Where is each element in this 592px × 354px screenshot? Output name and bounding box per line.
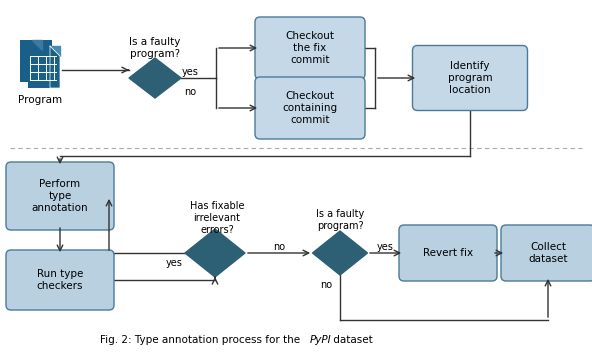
Text: dataset: dataset [330,335,373,345]
Text: no: no [184,87,196,97]
Text: Run type
checkers: Run type checkers [37,269,83,291]
FancyBboxPatch shape [20,40,52,82]
Text: Perform
type
annotation: Perform type annotation [32,179,88,213]
FancyBboxPatch shape [28,46,60,88]
Text: yes: yes [377,242,394,252]
Polygon shape [32,40,42,50]
Polygon shape [50,46,60,56]
Text: PyPI: PyPI [310,335,332,345]
Text: Revert fix: Revert fix [423,248,473,258]
Text: Checkout
containing
commit: Checkout containing commit [282,91,337,125]
FancyBboxPatch shape [6,250,114,310]
Text: no: no [273,242,285,252]
Text: Fig. 2: Type annotation process for the: Fig. 2: Type annotation process for the [100,335,303,345]
Text: Program: Program [18,95,62,105]
FancyBboxPatch shape [6,162,114,230]
Polygon shape [129,58,181,98]
Text: Is a faulty
program?: Is a faulty program? [316,209,364,231]
Polygon shape [313,231,368,275]
Text: yes: yes [182,67,198,77]
FancyBboxPatch shape [255,77,365,139]
FancyBboxPatch shape [413,46,527,110]
FancyBboxPatch shape [399,225,497,281]
Text: Collect
dataset: Collect dataset [528,242,568,264]
Text: Is a faulty
program?: Is a faulty program? [129,37,181,59]
Text: Checkout
the fix
commit: Checkout the fix commit [285,30,334,65]
Text: no: no [320,280,332,290]
FancyBboxPatch shape [255,17,365,79]
FancyBboxPatch shape [501,225,592,281]
Text: yes: yes [166,258,183,268]
Polygon shape [185,229,245,277]
Text: Identify
program
location: Identify program location [448,61,493,95]
Text: Has fixable
irrelevant
errors?: Has fixable irrelevant errors? [190,201,244,235]
